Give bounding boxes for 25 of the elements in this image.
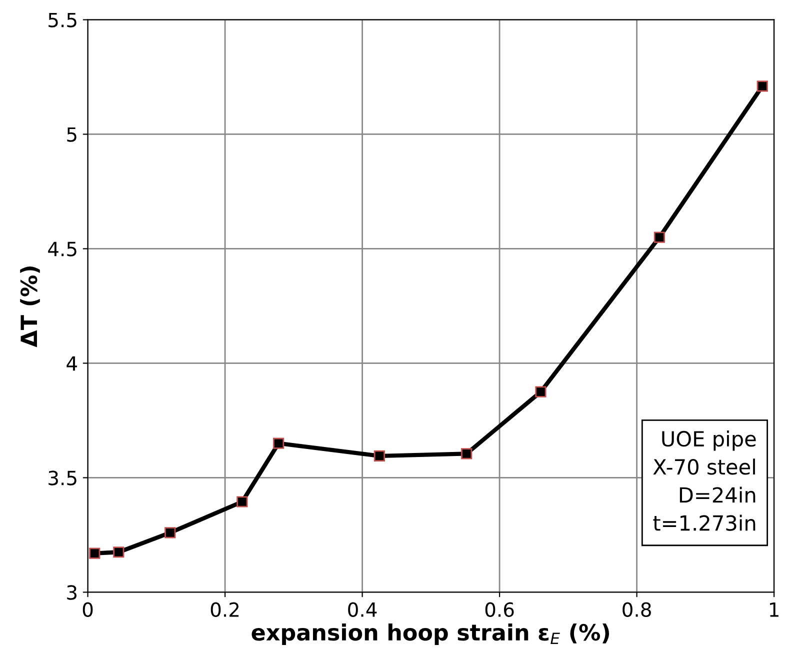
y-tick-label: 5 — [67, 127, 76, 142]
x-tick-label: 1 — [770, 602, 778, 617]
point — [461, 448, 472, 460]
y-tick-label: 4 — [66, 356, 77, 371]
point — [273, 438, 284, 449]
point — [164, 527, 176, 538]
point — [89, 548, 100, 559]
y-tick-label: 3.5 — [48, 470, 76, 486]
y-axis-title: ΔT (%) — [20, 266, 40, 348]
x-tick-label: 0 — [82, 602, 93, 617]
x-tick-label: 0.4 — [348, 602, 377, 617]
point — [113, 546, 124, 558]
y-tick-label: 4.5 — [48, 242, 76, 256]
x-tick-label: 0.8 — [622, 602, 651, 617]
annotation: UOE pipe X-70 steel D=24in t=1.273in — [653, 430, 756, 531]
x-axis-title: expansion hoop strain ε$_{E}$ (%) — [252, 624, 610, 646]
point — [756, 80, 768, 92]
point — [374, 450, 386, 462]
point — [535, 386, 546, 398]
x-tick-label: 0.2 — [210, 602, 239, 617]
y-tick-label: 3 — [67, 585, 76, 600]
point — [654, 232, 666, 243]
point — [236, 496, 248, 508]
x-tick-label: 0.6 — [485, 602, 514, 617]
y-tick-label: 5.5 — [48, 12, 76, 28]
